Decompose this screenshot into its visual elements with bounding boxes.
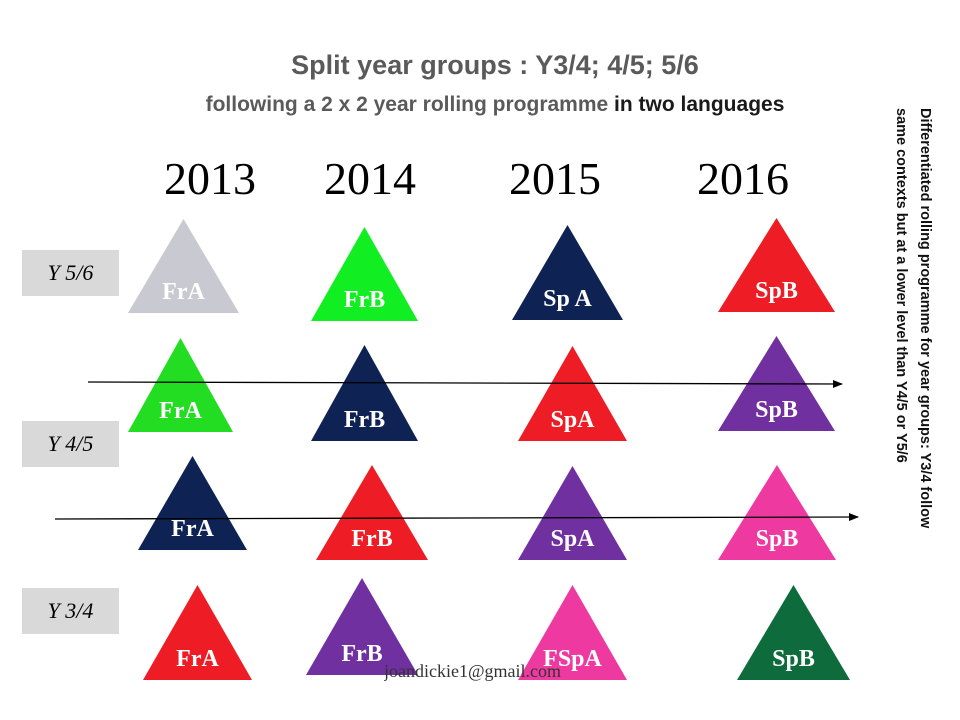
triangle-frb-2014-row1 [311, 227, 418, 321]
triangle-spb-2016-row4 [737, 585, 850, 680]
subtitle-emphasis: in two languages [614, 93, 785, 116]
side-note-line2: same contexts but at a lower level than … [893, 108, 909, 463]
triangle-label: SpA [550, 526, 595, 552]
side-note: Differentiated rolling programme for yea… [877, 108, 937, 660]
side-note-line1: Differentiated rolling programme for yea… [917, 108, 933, 529]
label-y5-6: Y 5/6 [22, 250, 119, 296]
triangle-label: FrB [344, 407, 385, 433]
triangle-label: FrB [351, 526, 392, 552]
triangle-frb-2014-row3 [316, 465, 428, 560]
label-y4-5: Y 4/5 [22, 421, 119, 467]
year-2013: 2013 [164, 153, 256, 204]
triangle-spa-2015-row2 [518, 346, 627, 441]
year-2015: 2015 [509, 153, 601, 204]
triangle-fra-2013-row3 [138, 456, 247, 550]
year-2016: 2016 [697, 153, 789, 204]
subtitle-main: following a 2 x 2 year rolling programme [205, 93, 615, 116]
triangle-label: SpB [756, 526, 799, 552]
triangle-label: FrA [159, 398, 202, 424]
triangle-spa-2015-row3 [518, 466, 627, 560]
page-subtitle: following a 2 x 2 year rolling programme… [0, 93, 960, 117]
watermark-email: joandickie1@gmail.com [384, 661, 562, 681]
label-y3-4: Y 3/4 [22, 588, 119, 634]
triangle-label: Sp A [543, 286, 592, 312]
triangle-fra-2013-row2 [128, 338, 233, 432]
triangle-label: FrB [344, 287, 385, 313]
triangle-label: FrA [171, 516, 214, 542]
triangle-label: FrA [162, 279, 205, 305]
triangle-label: SpB [755, 397, 798, 423]
triangle-label: FSpA [543, 646, 602, 672]
triangle-spb-2016-row1 [718, 218, 835, 312]
triangle-label: FrA [176, 646, 219, 672]
triangle-fspa-2015-row4 [518, 585, 627, 680]
progression-arrow-lower [54, 513, 859, 522]
page-title: Split year groups : Y3/4; 4/5; 5/6 [291, 50, 699, 80]
triangle-frb-2014-row2 [311, 345, 418, 441]
year-2014: 2014 [324, 153, 416, 204]
triangle-label: FrB [341, 641, 382, 667]
progression-arrow-upper [87, 379, 843, 388]
triangle-label: SpB [755, 278, 798, 304]
triangle-spb-2016-row3 [718, 465, 836, 560]
triangle-label: SpB [772, 646, 815, 672]
triangle-fra-2013-row1 [128, 219, 239, 313]
triangles-layer: FrA FrB Sp A SpB FrA FrB SpA SpB FrA FrB SpA SpB FrA… [128, 218, 850, 680]
triangle-label: SpA [550, 407, 595, 433]
triangle-spa-2015-row1 [512, 225, 623, 320]
triangle-fra-2013-row4 [143, 585, 252, 680]
triangle-frb-2014-row4 [306, 578, 418, 675]
